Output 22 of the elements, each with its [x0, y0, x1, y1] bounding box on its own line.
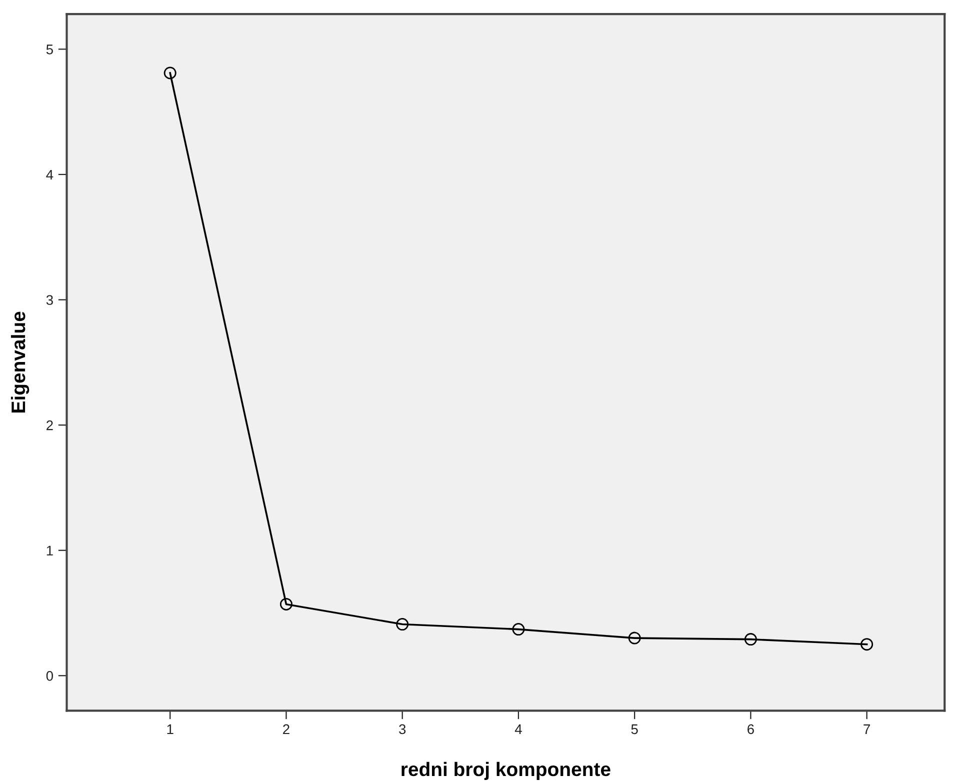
y-tick-label: 1: [46, 546, 53, 556]
y-tick-label: 4: [46, 170, 54, 180]
point: [744, 633, 757, 646]
y-tick-label: 0: [46, 670, 54, 681]
point: [164, 66, 176, 80]
point: [860, 638, 874, 651]
y-tick-label: 5: [46, 44, 53, 54]
point: [512, 623, 525, 636]
y-tick-label: 2: [46, 420, 53, 430]
x-tick-label: 6: [748, 724, 754, 734]
x-tick-label: 1: [167, 724, 174, 734]
x-tick-label: 7: [864, 724, 870, 734]
point: [396, 618, 409, 631]
y-tick-label: 3: [46, 295, 53, 305]
x-axis-title: redni broj komponente: [402, 762, 610, 780]
x-tick-label: 4: [514, 724, 522, 734]
point: [628, 632, 641, 644]
x-tick-label: 3: [399, 724, 406, 734]
point: [280, 598, 292, 610]
x-tick-label: 5: [631, 724, 638, 734]
y-axis-title: Eigenvalue: [10, 312, 30, 412]
x-tick-label: 2: [283, 724, 290, 734]
